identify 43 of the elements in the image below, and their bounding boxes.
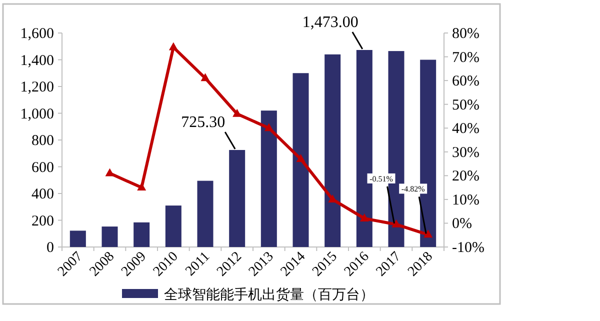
point — [296, 154, 306, 162]
y-tick-label: 1,600 — [20, 26, 54, 42]
y2-tick-label: 70% — [452, 50, 480, 66]
y2-tick-label: 80% — [452, 26, 480, 42]
y2-tick-label: 20% — [452, 168, 480, 185]
y-tick-label: 1,200 — [20, 80, 54, 96]
y2-tick-label: 0% — [452, 216, 472, 232]
point — [264, 123, 274, 132]
y-tick-label: 1,400 — [20, 52, 54, 69]
bar — [260, 110, 277, 247]
bar — [134, 222, 150, 247]
data-label: -0.51% — [370, 174, 394, 184]
y-tick-label: 200 — [32, 213, 54, 230]
point — [392, 219, 401, 228]
y2-tick-label: 40% — [452, 121, 480, 138]
point — [360, 213, 369, 222]
y2-tick-label: 60% — [452, 74, 480, 90]
y-tick-label: 400 — [32, 186, 54, 202]
bar — [197, 180, 214, 247]
point — [137, 182, 146, 191]
point — [200, 73, 210, 82]
bar — [165, 206, 182, 247]
y2-tick-label: 30% — [452, 144, 480, 161]
y-tick-label: 1,000 — [20, 106, 54, 122]
point — [168, 42, 178, 50]
y-tick-label: 0 — [46, 240, 54, 256]
point — [424, 230, 433, 238]
legend-label: 全球智能能手机出货量（百万台） — [164, 287, 374, 303]
point — [105, 168, 114, 176]
bar — [292, 73, 309, 247]
y-tick-label: 600 — [32, 160, 54, 176]
data-label: 1,473.00 — [302, 14, 358, 31]
y2-tick-label: 10% — [452, 192, 480, 208]
y2-tick-label: -10% — [452, 240, 484, 256]
bar — [70, 230, 86, 247]
data-label: -4.82% — [401, 184, 426, 194]
y-tick-label: 800 — [32, 133, 54, 149]
bar — [229, 150, 246, 247]
bar — [102, 226, 118, 247]
x-tick-label: 2011 — [183, 249, 214, 280]
y2-tick-label: 50% — [452, 97, 480, 114]
bar — [324, 54, 341, 247]
data-label: 725.30 — [181, 114, 226, 131]
